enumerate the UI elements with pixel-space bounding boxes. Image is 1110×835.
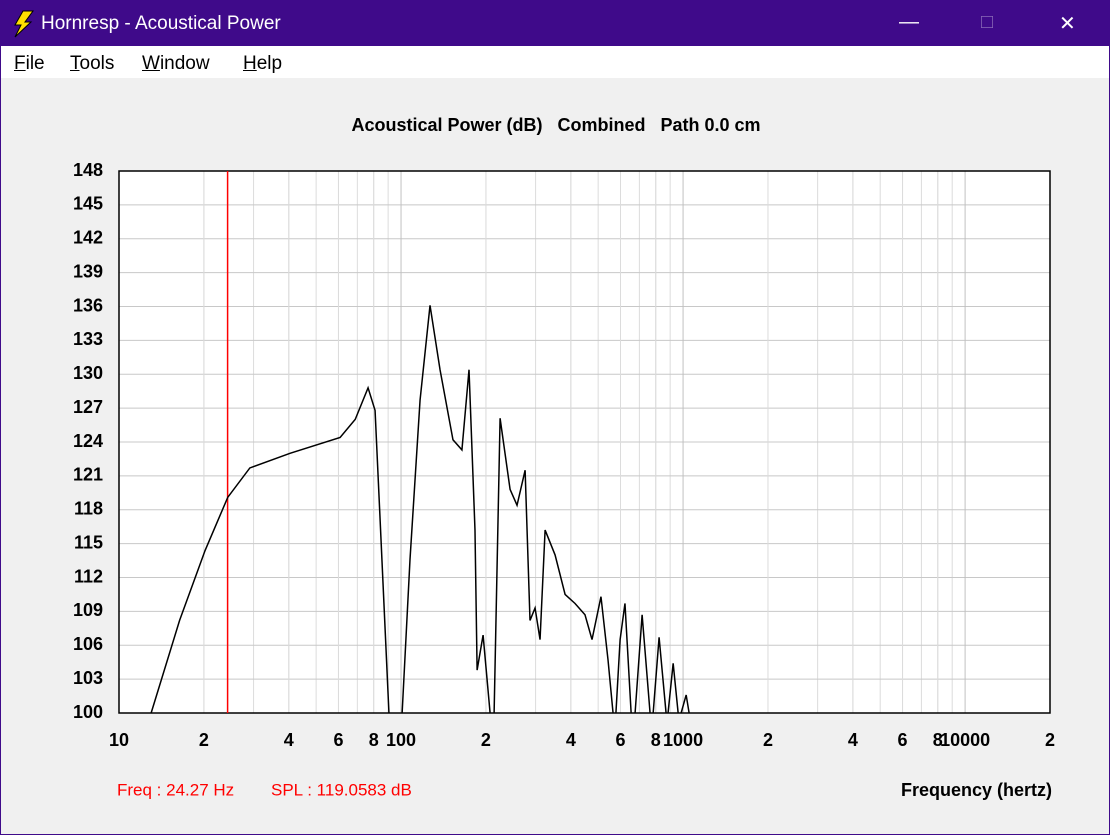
menu-item[interactable]: Tools — [70, 53, 115, 74]
y-tick-label: 136 — [73, 295, 103, 315]
y-tick-label: 121 — [73, 465, 103, 485]
minimize[interactable]: — — [899, 11, 919, 33]
x-tick-label: 4 — [848, 730, 858, 750]
y-tick-label: 127 — [73, 397, 103, 417]
y-tick-label: 145 — [73, 194, 103, 214]
y-tick-label: 112 — [74, 566, 103, 586]
x-tick-label: 1000 — [663, 730, 703, 750]
y-tick-label: 133 — [73, 329, 103, 349]
x-tick-label: 6 — [898, 730, 908, 750]
plot-frame — [118, 170, 1051, 714]
menu-item[interactable]: Window — [142, 53, 210, 74]
cursor-label: Freq : 24.27 Hz — [117, 780, 234, 799]
x-tick-label: 8 — [651, 730, 661, 750]
title-bar: Hornresp - Acoustical Power — □ ✕ — [1, 1, 1109, 46]
y-tick-label: 139 — [73, 261, 103, 281]
x-tick-label: 100 — [386, 730, 416, 750]
close[interactable]: ✕ — [1059, 13, 1076, 35]
data-line — [150, 305, 690, 714]
app-icon — [14, 10, 34, 38]
y-tick-label: 142 — [73, 228, 103, 248]
x-tick-label: 10000 — [940, 730, 990, 750]
y-tick-label: 130 — [73, 363, 103, 383]
y-tick-label: 103 — [73, 668, 103, 688]
y-tick-label: 118 — [74, 499, 103, 519]
x-tick-label: 2 — [763, 730, 773, 750]
y-tick-label: 115 — [74, 532, 103, 552]
x-tick-label: 2 — [1045, 730, 1055, 750]
y-tick-label: 106 — [73, 634, 103, 654]
window-title: Hornresp - Acoustical Power — [41, 13, 281, 34]
x-tick-label: 6 — [615, 730, 625, 750]
x-tick-label: 10 — [109, 730, 129, 750]
x-tick-label: 4 — [284, 730, 294, 750]
y-tick-label: 109 — [73, 600, 103, 620]
menu-bar: File Tools Window Help — [1, 46, 1109, 78]
x-tick-label: 2 — [199, 730, 209, 750]
x-tick-label: 2 — [481, 730, 491, 750]
x-tick-label: 8 — [369, 730, 379, 750]
x-tick-label: 8 — [933, 730, 943, 750]
x-tick-label: 6 — [333, 730, 343, 750]
maximize[interactable]: □ — [981, 11, 994, 33]
y-tick-label: 100 — [73, 702, 103, 722]
menu-item[interactable]: Help — [243, 53, 283, 74]
y-tick-label: 148 — [73, 160, 103, 180]
readout: SPL : 119.0583 dB — [271, 780, 412, 799]
chart-title: Acoustical Power (dB) Combined Path 0.0 … — [351, 115, 760, 135]
x-tick-label: 4 — [566, 730, 576, 750]
menu-item[interactable]: File — [14, 53, 45, 74]
y-tick-label: 124 — [73, 431, 103, 451]
x-axis-label: Frequency (hertz) — [901, 780, 1052, 800]
